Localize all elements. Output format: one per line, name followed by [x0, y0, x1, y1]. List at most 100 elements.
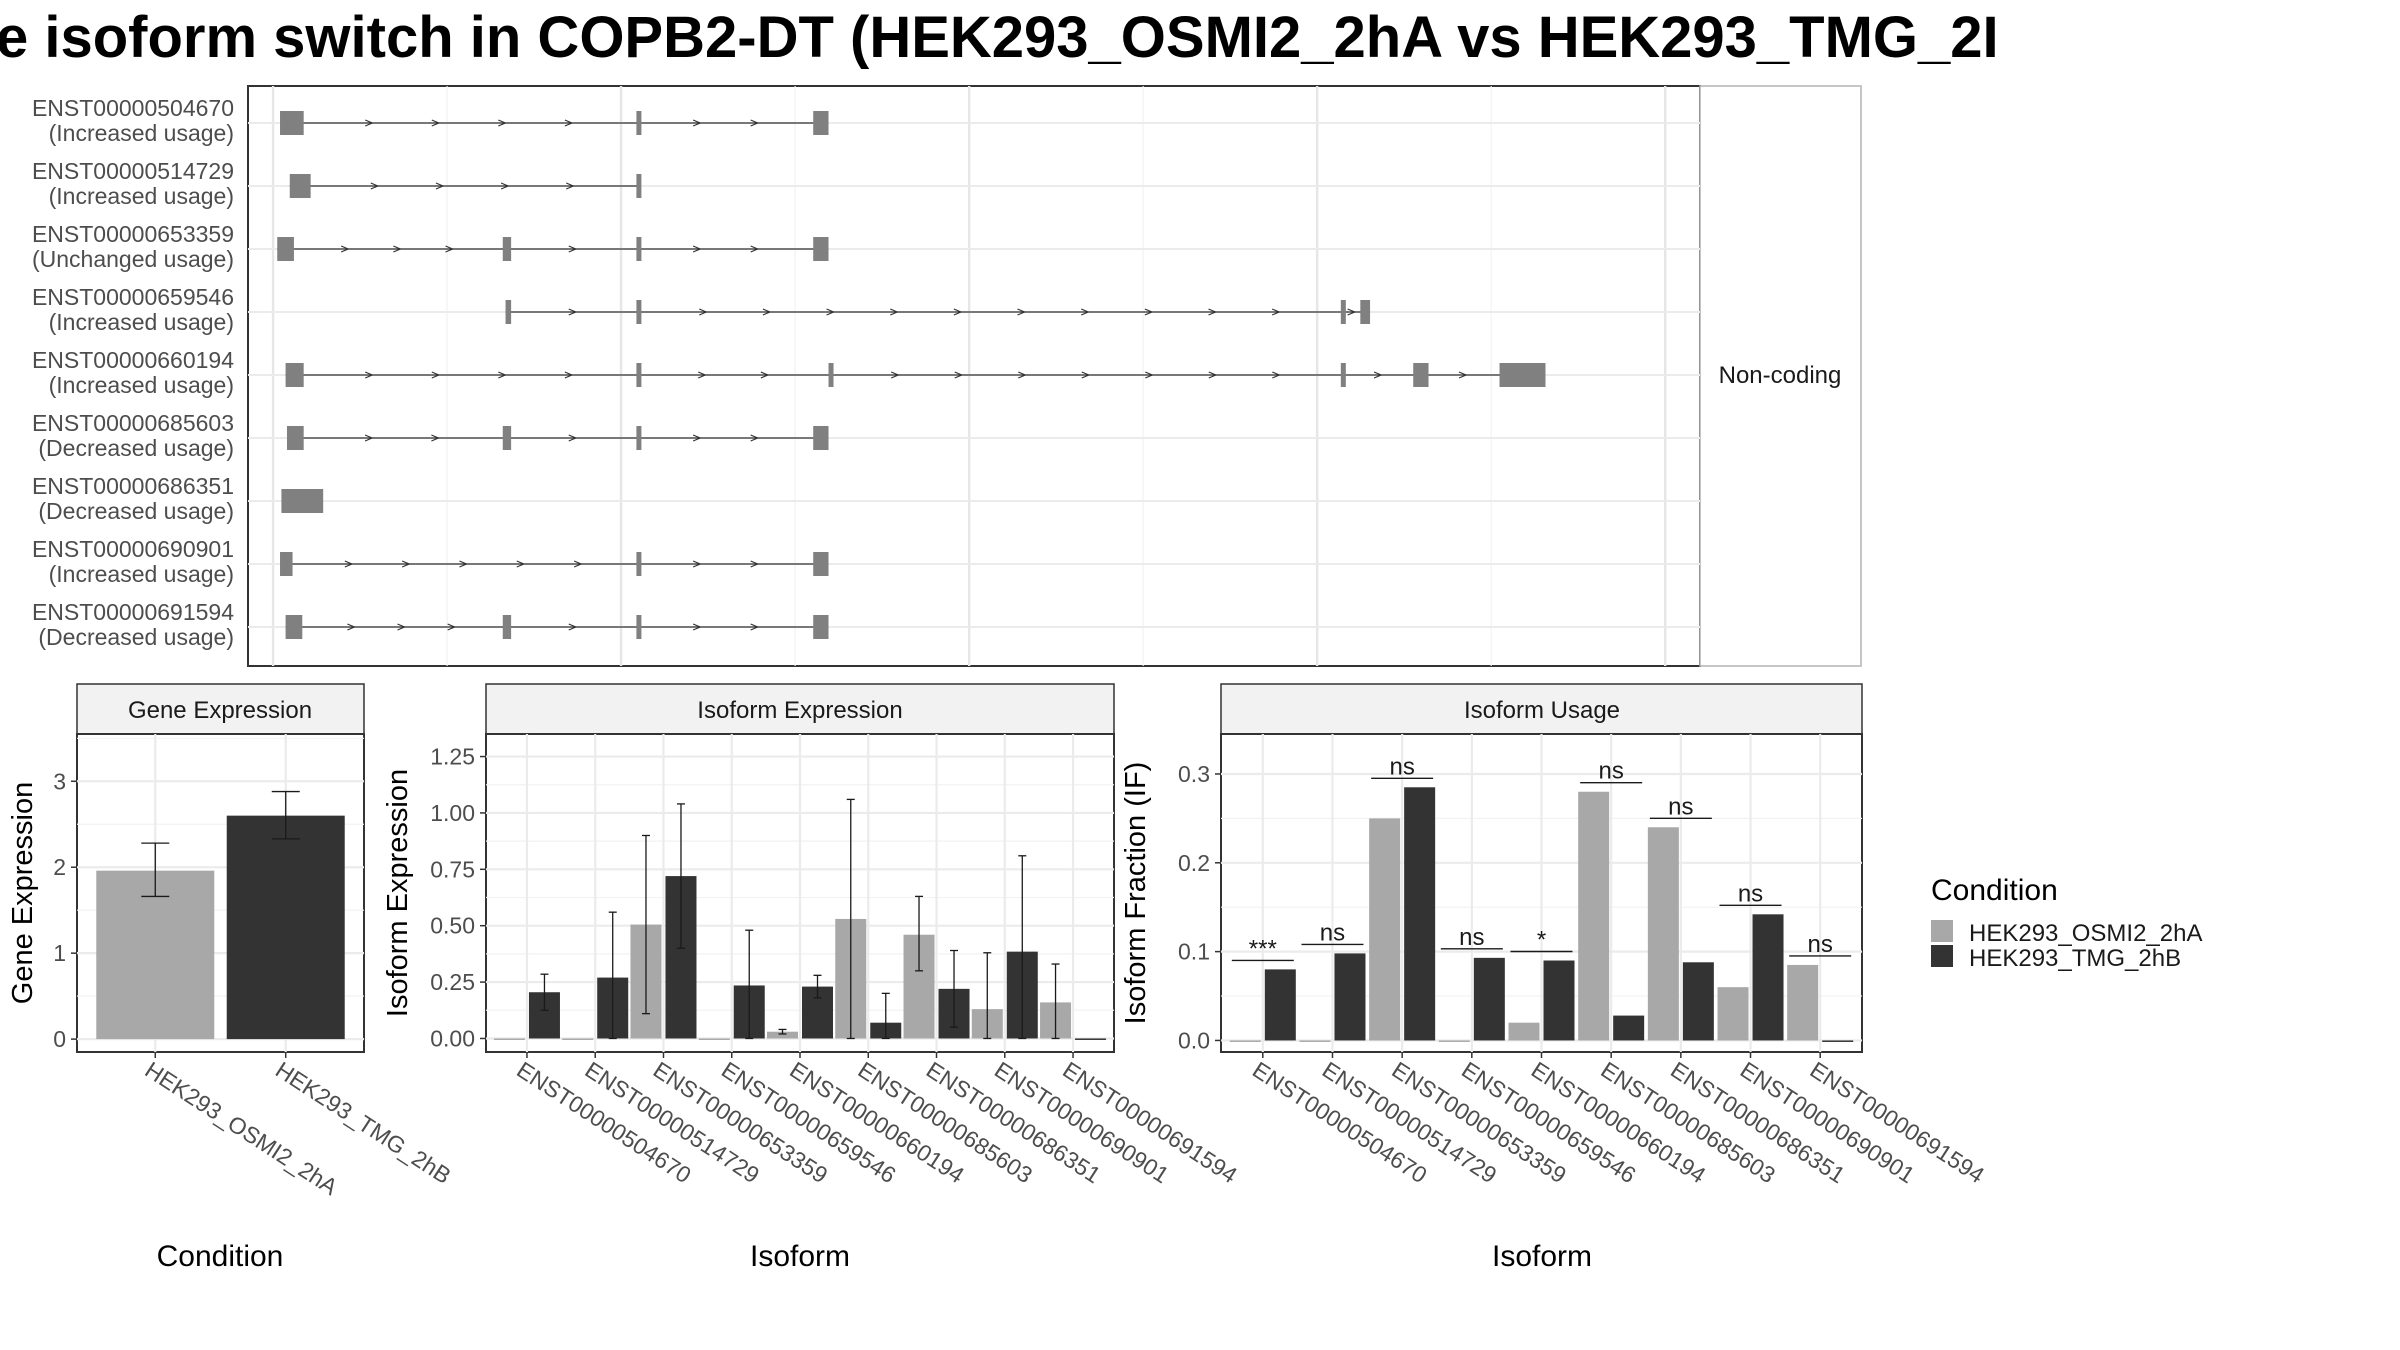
intron-arrow — [692, 560, 702, 568]
intron-arrow — [431, 371, 441, 379]
intron-arrow — [1208, 371, 1218, 379]
intron-arrow — [750, 434, 760, 442]
y-tick-label: 0.1 — [1178, 939, 1210, 965]
intron-arrow — [1081, 371, 1091, 379]
bar — [1508, 1022, 1540, 1041]
bar — [493, 1038, 525, 1040]
exon-block — [813, 111, 829, 135]
intron-arrow — [573, 560, 583, 568]
significance-label: ns — [1738, 880, 1763, 907]
transcript-id-label: ENST00000514729 — [32, 158, 234, 184]
intron-arrow — [762, 308, 772, 316]
significance-label: ns — [1389, 753, 1414, 780]
y-tick-label: 0.75 — [430, 856, 475, 882]
transcript-id-label: ENST00000659546 — [32, 284, 234, 310]
exon-block — [636, 111, 642, 135]
exon-block — [813, 237, 829, 261]
exon-block — [828, 363, 834, 387]
chart-marks: 0123HEK293_OSMI2_2hAHEK293_TMG_2hB0.000.… — [53, 734, 1989, 1200]
bar — [1717, 987, 1749, 1041]
bar — [562, 1038, 594, 1040]
bar — [1075, 1038, 1107, 1040]
isoform-usage-strip — [1220, 683, 1863, 735]
transcript-structure-panel: Non-coding ENST00000504670(Increased usa… — [32, 85, 1862, 667]
exon-block — [286, 426, 304, 450]
y-tick-label: 1 — [53, 940, 66, 966]
exon-block — [502, 615, 512, 639]
bar — [1613, 1015, 1645, 1041]
exon-block — [636, 300, 642, 324]
intron-arrow — [760, 371, 770, 379]
condition-legend: Condition HEK293_OSMI2_2hA HEK293_TMG_2h… — [1931, 874, 2202, 972]
intron-arrow — [1080, 308, 1090, 316]
intron-arrow — [568, 623, 578, 631]
isoform-usage-y-axis-label: Isoform Fraction (IF) — [1120, 762, 1152, 1025]
bar — [96, 870, 215, 1040]
bar — [698, 1038, 730, 1040]
bar — [1578, 791, 1610, 1041]
y-tick-label: 2 — [53, 854, 66, 880]
intron-arrow — [564, 119, 574, 127]
exon-block — [636, 426, 642, 450]
intron-arrow — [397, 623, 407, 631]
intron-arrow — [1018, 371, 1027, 379]
gene-expression-strip — [76, 683, 365, 735]
exon-block — [281, 489, 324, 513]
intron-arrow — [447, 623, 457, 631]
intron-arrow — [1347, 308, 1357, 316]
significance-label: ns — [1320, 919, 1345, 946]
transcript-usage-label: (Decreased usage) — [38, 498, 234, 524]
legend-label-cond-a: HEK293_OSMI2_2hA — [1969, 920, 2202, 947]
intron-arrow — [1271, 308, 1281, 316]
exon-block — [1413, 363, 1429, 387]
legend-title: Condition — [1931, 874, 2058, 907]
intron-arrow — [401, 560, 411, 568]
legend-swatch-cond-a — [1931, 920, 1953, 942]
bar — [1543, 960, 1575, 1041]
transcript-id-label: ENST00000686351 — [32, 473, 234, 499]
legend-swatch-cond-b — [1931, 945, 1953, 967]
exon-block — [289, 174, 311, 198]
exon-block — [636, 174, 642, 198]
strip-box — [1699, 85, 1862, 667]
y-tick-label: 0.00 — [430, 1025, 475, 1051]
y-tick-label: 0.0 — [1178, 1027, 1210, 1053]
exon-block — [280, 552, 293, 576]
transcript-usage-label: (Decreased usage) — [38, 624, 234, 650]
transcript-usage-label: (Increased usage) — [49, 372, 234, 398]
exon-block — [285, 615, 303, 639]
figure-title: e isoform switch in COPB2-DT (HEK293_OSM… — [0, 5, 1999, 70]
intron-arrow — [750, 119, 760, 127]
transcript-id-label: ENST00000653359 — [32, 221, 234, 247]
intron-arrow — [1017, 308, 1027, 316]
intron-arrow — [826, 308, 836, 316]
bar — [1647, 827, 1679, 1041]
bar — [1822, 1040, 1854, 1042]
intron-arrow — [344, 560, 354, 568]
legend-label-cond-b: HEK293_TMG_2hB — [1969, 945, 2181, 972]
significance-label: * — [1537, 927, 1546, 954]
intron-arrow — [692, 434, 702, 442]
transcript-usage-label: (Increased usage) — [49, 183, 234, 209]
exon-block — [1340, 300, 1346, 324]
intron-arrow — [1272, 371, 1281, 379]
transcript-id-label: ENST00000685603 — [32, 410, 234, 436]
significance-label: ns — [1808, 931, 1833, 958]
exon-block — [636, 615, 642, 639]
bar — [1438, 1040, 1470, 1042]
transcript-usage-label: (Decreased usage) — [38, 435, 234, 461]
intron-arrow — [568, 308, 578, 316]
intron-arrow — [568, 434, 578, 442]
exon-block — [636, 363, 642, 387]
intron-arrow — [431, 119, 441, 127]
transcript-usage-label: (Increased usage) — [49, 561, 234, 587]
bar — [1264, 969, 1296, 1041]
transcript-usage-label: (Unchanged usage) — [32, 246, 234, 272]
exon-block — [502, 426, 512, 450]
bar — [1787, 964, 1819, 1041]
intron-arrow — [954, 371, 964, 379]
exon-block — [280, 111, 304, 135]
transcript-usage-label: (Increased usage) — [49, 120, 234, 146]
exon-block — [277, 237, 294, 261]
significance-label: *** — [1249, 935, 1277, 962]
